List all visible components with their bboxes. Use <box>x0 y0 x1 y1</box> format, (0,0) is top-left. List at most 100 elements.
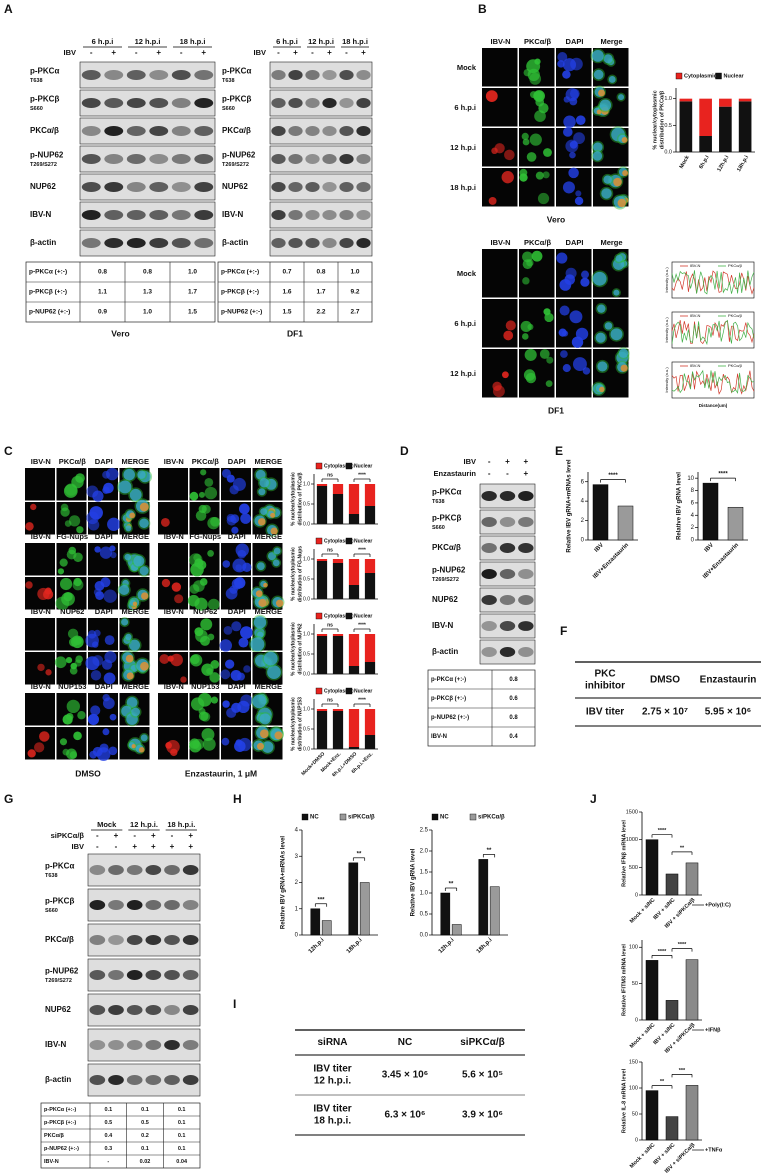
channel-header: IBV-N <box>164 532 184 541</box>
cell-signal <box>99 546 113 559</box>
bar <box>348 862 359 936</box>
cell-signal <box>118 480 132 494</box>
cell-signal <box>543 148 552 157</box>
y-tick-label: 0.5 <box>303 501 310 507</box>
y-axis-label: distribution of NUP153 <box>297 697 303 751</box>
cell-signal <box>223 625 233 635</box>
blot-band <box>182 865 199 875</box>
quant-value: 0.3 <box>105 1146 113 1152</box>
legend-label: siPKCα/β <box>348 815 375 821</box>
cell-signal <box>250 637 265 652</box>
cell-signal <box>133 555 145 567</box>
bar-segment <box>332 484 344 494</box>
x-tick-label: IBV <box>704 542 715 553</box>
legend-label: Cytoplasmic <box>324 538 354 544</box>
cell-signal <box>25 581 33 589</box>
y-axis-label: distribution of FG-Nups <box>297 546 303 602</box>
blot-band <box>518 543 534 553</box>
cell-signal <box>39 731 50 742</box>
cell-signal <box>195 510 207 521</box>
row-sublabel: S660 <box>222 106 235 112</box>
quant-value: - <box>107 1159 109 1165</box>
cell-signal <box>557 52 568 62</box>
blot-band <box>288 182 303 192</box>
profile-frame <box>671 261 755 299</box>
significance: ** <box>680 845 685 851</box>
cell-signal <box>225 587 238 600</box>
row-label: 6 h.p.i <box>454 103 476 112</box>
cell-signal <box>255 590 263 597</box>
quant-label: p-NUP62 (+:-) <box>431 715 469 721</box>
blot-band <box>481 595 497 605</box>
cell-signal <box>581 270 590 279</box>
quant-label: p-PKCβ (+:-) <box>431 696 466 702</box>
micrograph <box>25 468 55 501</box>
blot-band <box>149 154 169 164</box>
cell-signal <box>207 598 220 611</box>
significance: ns <box>327 547 333 553</box>
blot-band <box>194 70 214 80</box>
bar-segment <box>332 636 344 674</box>
bar <box>478 859 489 936</box>
blot-strip <box>79 229 216 257</box>
table-cell: Enzastaurin <box>700 675 757 686</box>
cell-signal <box>258 598 267 607</box>
cell-signal <box>535 171 544 180</box>
cell-signal <box>75 637 82 644</box>
y-tick-label: 0 <box>691 538 695 544</box>
blot-band <box>126 126 146 136</box>
condition-label: IBV <box>253 48 266 57</box>
condition-sign: - <box>115 842 118 851</box>
cell-signal <box>202 737 216 751</box>
condition-sign: - <box>96 842 99 851</box>
cell-signal <box>190 697 205 711</box>
micrograph <box>25 693 55 726</box>
cell-signal <box>593 69 604 80</box>
group-label: 6 h.p.i <box>276 37 298 46</box>
cell-signal <box>534 58 541 65</box>
group-label: 18 h.p.i. <box>167 820 195 829</box>
cell-signal <box>617 198 627 208</box>
legend-label: Cytoplasmic <box>324 613 354 619</box>
row-sublabel: T269/S272 <box>222 162 249 168</box>
cell-signal <box>234 577 246 589</box>
quant-value: 0.02 <box>140 1159 151 1165</box>
cell-signal <box>85 633 99 648</box>
row-label: p-NUP62 <box>45 967 79 976</box>
bar-segment <box>364 634 376 662</box>
cell-signal <box>240 513 251 524</box>
blot-band <box>89 865 106 875</box>
y-tick-label: 0.0 <box>303 746 310 752</box>
panel-letter: E <box>555 444 563 458</box>
row-label: NUP62 <box>432 595 458 604</box>
quant-value: 1.6 <box>282 289 291 296</box>
bar-segment <box>316 484 328 486</box>
y-tick-label: 0.0 <box>420 933 429 939</box>
condition-sign: + <box>201 48 206 57</box>
cell-signal <box>103 482 114 494</box>
y-tick-label: 0.5 <box>303 726 310 732</box>
caption: DF1 <box>287 328 303 338</box>
cell-signal <box>537 192 550 205</box>
y-tick-label: 6 <box>581 479 585 485</box>
cell-signal <box>534 110 546 122</box>
y-tick-label: 1500 <box>626 809 638 815</box>
cell-signal <box>274 731 283 740</box>
y-axis-label: Relative IFITM3 mRNA level <box>621 944 627 1016</box>
condition-label: Enzastaurin <box>433 469 476 478</box>
table-cell: inhibitor <box>585 681 625 692</box>
significance: **** <box>358 547 366 553</box>
blot-strip <box>269 173 373 201</box>
panel-letter: D <box>400 444 409 458</box>
blot-band <box>149 98 169 108</box>
group-label: 12 h.p.i <box>308 37 334 46</box>
bar-segment <box>364 662 376 674</box>
cell-signal <box>253 616 267 629</box>
blot-band <box>104 238 124 248</box>
micrograph <box>25 618 55 651</box>
quant-value: 0.8 <box>143 269 152 276</box>
blot-band <box>182 900 199 910</box>
y-axis-label: Relative IBV gRNA+mRNAs level <box>281 836 287 930</box>
blot-band <box>305 98 320 108</box>
